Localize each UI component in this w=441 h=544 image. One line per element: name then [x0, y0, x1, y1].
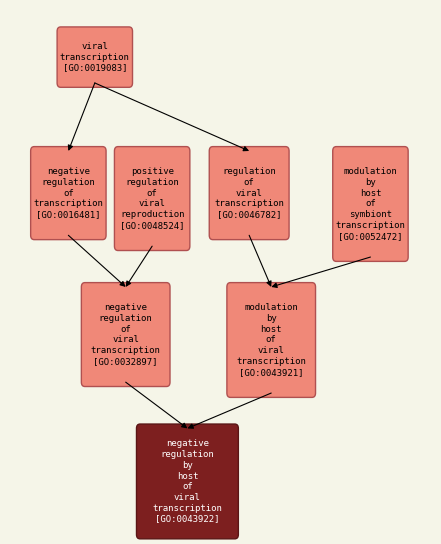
- Text: negative
regulation
by
host
of
viral
transcription
[GO:0043922]: negative regulation by host of viral tra…: [153, 440, 222, 523]
- Text: modulation
by
host
of
symbiont
transcription
[GO:0052472]: modulation by host of symbiont transcrip…: [336, 167, 405, 241]
- Text: negative
regulation
of
transcription
[GO:0016481]: negative regulation of transcription [GO…: [34, 167, 103, 219]
- FancyBboxPatch shape: [57, 27, 132, 88]
- Text: viral
transcription
[GO:0019083]: viral transcription [GO:0019083]: [60, 42, 130, 72]
- Text: negative
regulation
of
viral
transcription
[GO:0032897]: negative regulation of viral transcripti…: [91, 303, 161, 366]
- FancyBboxPatch shape: [209, 147, 289, 239]
- FancyBboxPatch shape: [81, 283, 170, 386]
- Text: positive
regulation
of
viral
reproduction
[GO:0048524]: positive regulation of viral reproductio…: [120, 167, 184, 230]
- Text: modulation
by
host
of
viral
transcription
[GO:0043921]: modulation by host of viral transcriptio…: [236, 303, 306, 377]
- Text: regulation
of
viral
transcription
[GO:0046782]: regulation of viral transcription [GO:00…: [214, 167, 284, 219]
- FancyBboxPatch shape: [333, 147, 408, 262]
- FancyBboxPatch shape: [227, 283, 316, 397]
- FancyBboxPatch shape: [137, 424, 238, 539]
- FancyBboxPatch shape: [114, 147, 190, 250]
- FancyBboxPatch shape: [31, 147, 106, 239]
